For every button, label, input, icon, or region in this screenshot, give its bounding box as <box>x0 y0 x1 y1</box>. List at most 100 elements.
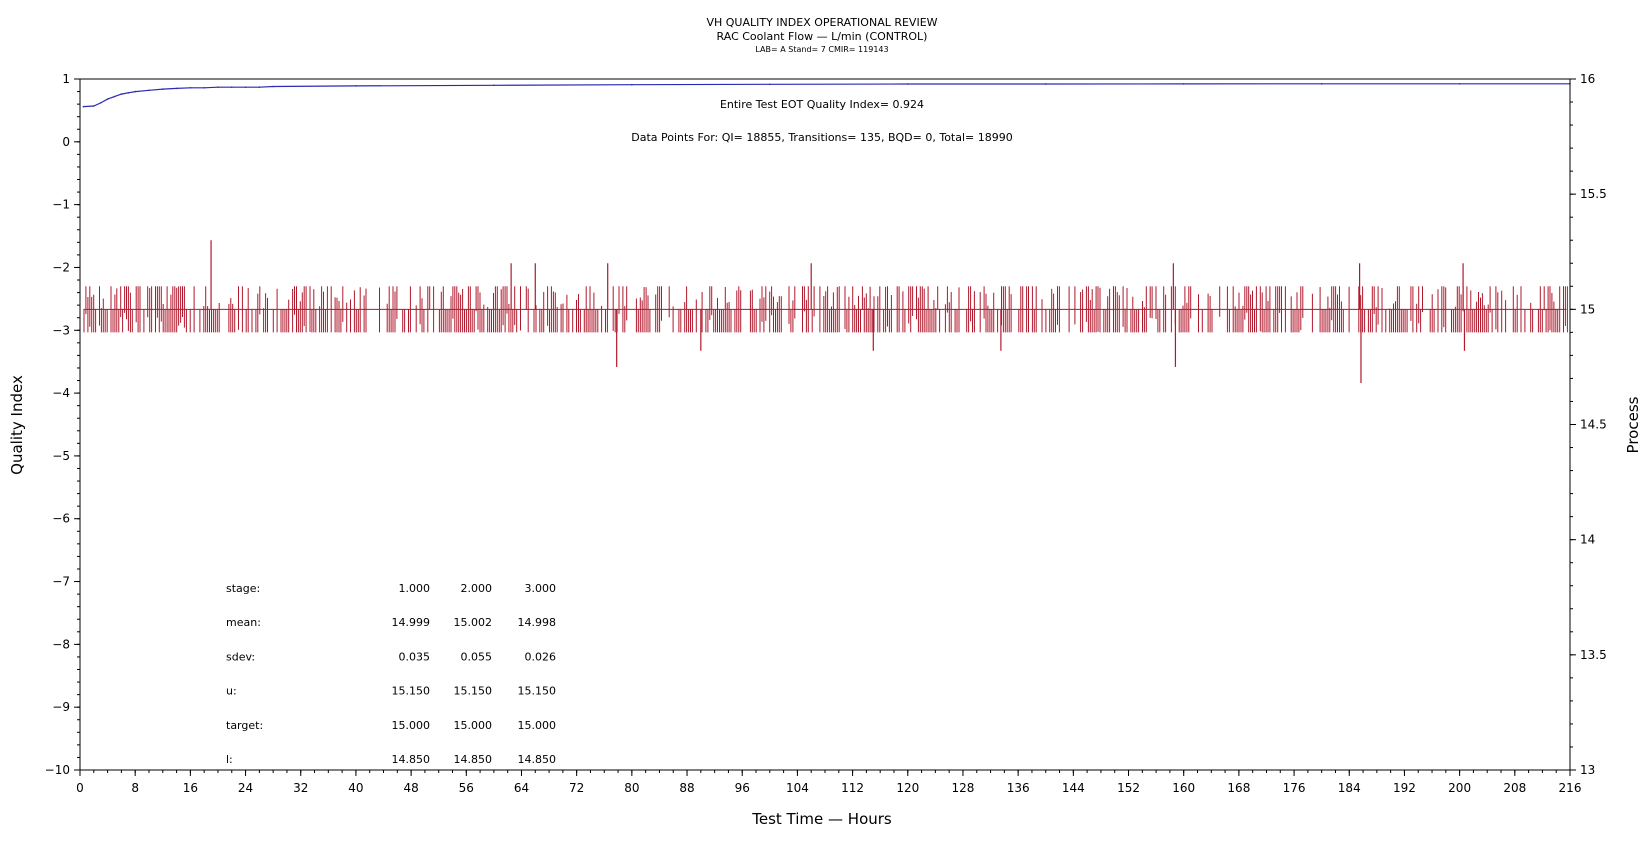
quality-index-point <box>92 105 95 107</box>
x-tick-label: 48 <box>403 781 418 795</box>
quality-index-point <box>106 98 109 100</box>
stats-cell: 14.850 <box>392 753 431 766</box>
stats-cell: 3.000 <box>525 582 557 595</box>
x-tick-label: 80 <box>624 781 639 795</box>
eot-quality-index-label: Entire Test EOT Quality Index= 0.924 <box>720 98 924 111</box>
x-tick-label: 104 <box>786 781 809 795</box>
y-left-tick-label: −8 <box>52 637 70 651</box>
x-axis: 0 8 16 24 32 40 48 56 64 72 80 88 96 104 112 120 128 136 1… <box>76 770 1581 795</box>
quality-index-point <box>355 85 357 87</box>
stats-row-label: l: <box>226 753 233 766</box>
quality-index-point <box>1458 82 1461 85</box>
x-tick-label: 24 <box>238 781 253 795</box>
x-tick-label: 96 <box>735 781 750 795</box>
quality-index-point <box>493 84 495 87</box>
stats-cell: 15.150 <box>454 685 493 698</box>
y-left-tick-label: 1 <box>62 72 70 86</box>
y-left-tick-label: 0 <box>62 135 70 149</box>
y-left-tick-label: −2 <box>52 260 70 274</box>
stats-cell: 15.002 <box>454 616 493 629</box>
quality-index-point <box>230 86 233 88</box>
stats-cell: 2.000 <box>461 582 493 595</box>
y-right-tick-label: 14 <box>1580 533 1595 547</box>
stats-cell: 14.850 <box>454 753 493 766</box>
x-tick-label: 152 <box>1117 781 1140 795</box>
x-tick-label: 64 <box>514 781 529 795</box>
chart-title: VH QUALITY INDEX OPERATIONAL REVIEW <box>706 16 937 29</box>
quality-index-point <box>161 88 164 90</box>
x-tick-label: 168 <box>1227 781 1250 795</box>
stats-cell: 14.850 <box>518 753 557 766</box>
stats-cell: 14.998 <box>518 616 557 629</box>
y-axis-right-label: Process <box>1624 396 1642 453</box>
stats-cell: 15.000 <box>518 719 557 732</box>
quality-index-point <box>127 92 130 94</box>
quality-index-point <box>175 87 178 90</box>
quality-index-point <box>906 83 909 85</box>
quality-index-point <box>258 86 261 88</box>
x-tick-label: 0 <box>76 781 84 795</box>
y-left-tick-label: −7 <box>52 575 70 589</box>
x-tick-label: 8 <box>131 781 139 795</box>
quality-index-point <box>217 86 219 88</box>
stats-row-label: u: <box>226 685 237 698</box>
x-tick-label: 88 <box>679 781 694 795</box>
stats-row-label: mean: <box>226 616 261 629</box>
x-tick-label: 176 <box>1283 781 1306 795</box>
quality-index-series <box>82 82 1571 108</box>
y-left-tick-label: −1 <box>52 198 70 212</box>
quality-index-point <box>203 86 205 89</box>
stats-row-label: sdev: <box>226 650 255 663</box>
x-tick-label: 144 <box>1062 781 1085 795</box>
y-right-tick-label: 14.5 <box>1580 418 1607 432</box>
y-left-tick-label: −4 <box>52 386 70 400</box>
stats-cell: 15.150 <box>392 685 431 698</box>
x-tick-label: 184 <box>1338 781 1361 795</box>
quality-index-point <box>99 102 102 104</box>
quality-index-point <box>1320 83 1323 85</box>
y-right-tick-label: 13.5 <box>1580 648 1607 662</box>
chart-subtitle: RAC Coolant Flow — L/min (CONTROL) <box>717 30 928 43</box>
quality-index-point <box>1044 83 1047 85</box>
quality-index-point <box>82 105 85 108</box>
x-tick-label: 216 <box>1559 781 1582 795</box>
stats-cell: 15.000 <box>392 719 431 732</box>
x-tick-label: 72 <box>569 781 584 795</box>
x-tick-label: 200 <box>1448 781 1471 795</box>
quality-index-point <box>244 86 247 88</box>
y-right-tick-label: 16 <box>1580 72 1595 86</box>
x-tick-label: 16 <box>183 781 198 795</box>
quality-index-point <box>113 95 116 98</box>
y-left-tick-label: −10 <box>45 763 70 777</box>
chart-info-line: LAB= A Stand= 7 CMIR= 119143 <box>755 45 888 54</box>
plot-frame <box>79 78 1571 771</box>
quality-index-point <box>134 90 136 93</box>
quality-index-point <box>1182 83 1185 85</box>
stats-cell: 15.150 <box>518 685 557 698</box>
x-tick-label: 56 <box>459 781 474 795</box>
stats-table: stage: 1.000 2.000 3.000 mean: 14.999 15.002 14… <box>226 582 556 766</box>
x-axis-label: Test Time — Hours <box>751 810 892 828</box>
x-tick-label: 136 <box>1007 781 1030 795</box>
x-tick-label: 160 <box>1172 781 1195 795</box>
quality-index-point <box>272 85 274 88</box>
stats-row-label: stage: <box>226 582 260 595</box>
y-axis-left-label: Quality Index <box>8 375 26 475</box>
y-axis-left: 1 0 −1 −2 −3 −4 −5 −6 −7 −8 −9 −10 <box>45 72 80 777</box>
stats-cell: 1.000 <box>399 582 431 595</box>
quality-index-point <box>120 93 123 95</box>
x-tick-label: 128 <box>952 781 975 795</box>
y-right-tick-label: 15 <box>1580 302 1595 316</box>
quality-index-point <box>189 86 192 89</box>
x-tick-label: 32 <box>293 781 308 795</box>
stats-row-label: target: <box>226 719 263 732</box>
y-left-tick-label: −6 <box>52 512 70 526</box>
quality-index-point <box>769 83 771 86</box>
process-series <box>83 240 1568 384</box>
x-tick-label: 120 <box>896 781 919 795</box>
stats-cell: 0.055 <box>461 650 493 663</box>
y-left-tick-label: −9 <box>52 700 70 714</box>
stats-cell: 0.035 <box>399 650 431 663</box>
quality-index-point <box>631 83 633 86</box>
